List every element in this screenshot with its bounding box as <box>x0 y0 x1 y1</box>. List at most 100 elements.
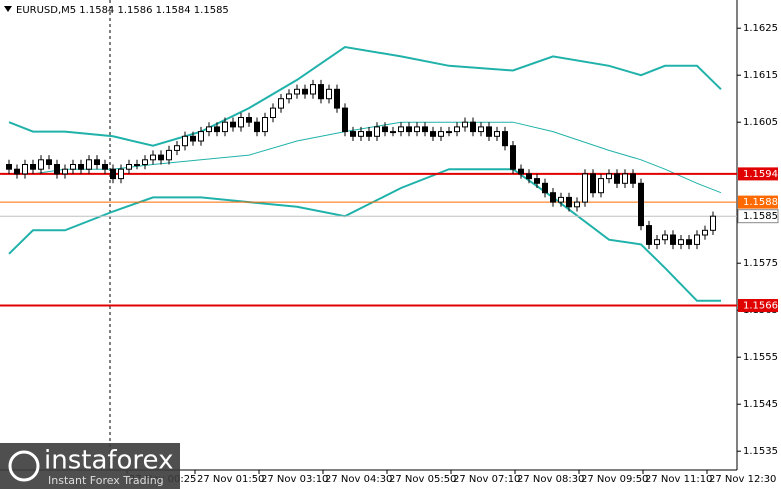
x-tick-label: 27 Nov 07:10 <box>453 474 520 485</box>
menu-icon <box>4 6 12 12</box>
candle-body <box>590 173 596 194</box>
candle-body <box>358 131 364 137</box>
x-tick-label: 27 Nov 11:10 <box>645 474 712 485</box>
candle-body <box>510 145 516 170</box>
candle-body <box>534 178 540 184</box>
logo-tagline: Instant Forex Trading <box>48 474 164 487</box>
last-price-bg <box>737 209 779 224</box>
level-label-bg <box>738 167 778 181</box>
candle-body <box>134 164 140 166</box>
candle-body <box>14 168 20 175</box>
candle-body <box>166 149 172 161</box>
candle-body <box>126 164 132 170</box>
candle-body <box>702 229 708 236</box>
candle-body <box>158 154 164 161</box>
candle-body <box>422 126 428 133</box>
candle-body <box>102 164 108 170</box>
candle-body <box>374 126 380 137</box>
candle-body <box>622 173 628 184</box>
candle-body <box>30 164 36 170</box>
candle-body <box>566 196 572 208</box>
x-tick-label: 27 Nov 04:30 <box>325 474 392 485</box>
candle-body <box>550 192 556 203</box>
candle-body <box>214 126 220 133</box>
logo-icon <box>8 450 40 482</box>
candle-body <box>398 126 404 133</box>
level-label: 1.1588 <box>743 197 778 208</box>
candle-body <box>78 164 84 170</box>
level-label: 1.1594 <box>743 169 778 180</box>
candle-body <box>630 173 636 184</box>
candle-body <box>22 164 28 175</box>
candle-body <box>542 182 548 194</box>
candle-body <box>430 131 436 137</box>
candle-body <box>670 234 676 245</box>
candle-body <box>54 164 60 175</box>
candle-body <box>470 121 476 133</box>
candle-body <box>350 131 356 137</box>
candle-body <box>310 84 316 95</box>
candle-body <box>414 126 420 133</box>
candle-body <box>262 117 268 133</box>
candle-body <box>518 168 524 175</box>
x-tick-label: 27 Nov 03:10 <box>261 474 328 485</box>
y-tick-label: 1.1575 <box>743 258 778 269</box>
x-tick-label: 27 Nov 09:50 <box>581 474 648 485</box>
candle-body <box>614 173 620 184</box>
candle-body <box>390 131 396 134</box>
candle-body <box>662 234 668 241</box>
candle-body <box>710 215 716 231</box>
candle-body <box>454 126 460 133</box>
candle-body <box>558 196 564 203</box>
candle-body <box>326 88 332 100</box>
candle-body <box>606 173 612 180</box>
y-tick-label: 1.1625 <box>743 23 778 34</box>
candle-body <box>190 135 196 142</box>
last-price-label: 1.1585 <box>743 211 778 222</box>
candle-body <box>46 159 52 166</box>
level-label-bg <box>738 195 778 209</box>
candle-body <box>526 173 532 180</box>
candle-body <box>574 201 580 208</box>
x-tick-label: 27 Nov 05:50 <box>389 474 456 485</box>
candle-body <box>118 168 124 180</box>
candle-body <box>678 239 684 245</box>
y-tick-label: 1.1605 <box>743 117 778 128</box>
candle-body <box>462 121 468 128</box>
candle-body <box>286 93 292 100</box>
candle-body <box>70 164 76 170</box>
candle-body <box>686 239 692 245</box>
candle-body <box>654 239 660 245</box>
candle-body <box>438 131 444 137</box>
chart-title: EURUSD,M5 1.1584 1.1586 1.1584 1.1585 <box>16 5 229 16</box>
candle-body <box>494 131 500 137</box>
candle-body <box>206 126 212 133</box>
candle-body <box>110 168 116 180</box>
candle-body <box>182 135 188 147</box>
logo-name: instaforex <box>44 446 173 476</box>
candle-body <box>270 107 276 118</box>
candle-body <box>254 121 260 133</box>
logo-bg <box>0 443 180 489</box>
y-tick-label: 1.1615 <box>743 70 778 81</box>
candle-body <box>198 131 204 142</box>
level-label: 1.1566 <box>743 301 778 312</box>
candle-body <box>598 178 604 194</box>
y-tick-label: 1.1555 <box>743 352 778 363</box>
candle-body <box>406 126 412 133</box>
candle-body <box>62 168 68 175</box>
candle-body <box>582 173 588 203</box>
candle-body <box>334 88 340 109</box>
candle-body <box>94 159 100 166</box>
y-tick-label: 1.1535 <box>743 446 778 457</box>
candle-body <box>230 121 236 128</box>
candle-body <box>478 126 484 133</box>
candle-body <box>382 126 388 133</box>
candle-body <box>502 131 508 147</box>
level-label-bg <box>738 299 778 312</box>
x-tick-label: 27 Nov 12:30 <box>709 474 776 485</box>
candle-body <box>246 117 252 123</box>
y-tick-label: 1.1545 <box>743 399 778 410</box>
